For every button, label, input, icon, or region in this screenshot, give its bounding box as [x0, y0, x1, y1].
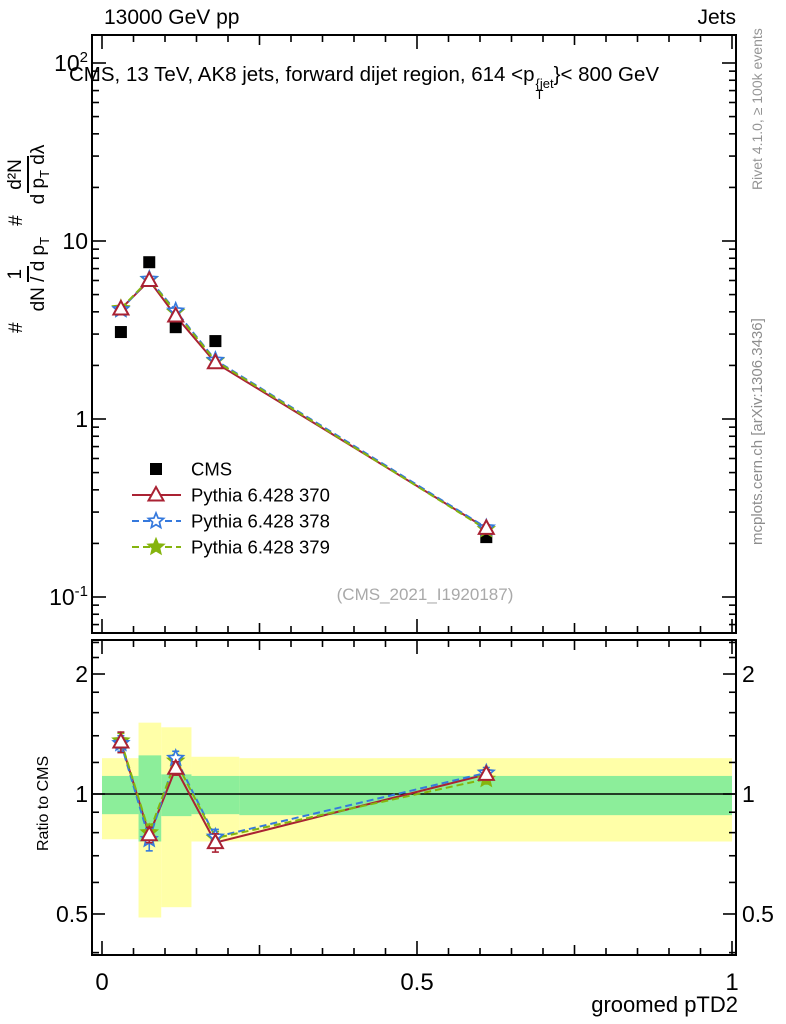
marker-square: [169, 321, 182, 334]
legend-entry-pythia-6-428-370: Pythia 6.428 370: [132, 485, 330, 506]
mcplots-arxiv-note: mcplots.cern.ch [arXiv:1306.3436]: [749, 318, 766, 545]
legend-label: Pythia 6.428 378: [191, 511, 330, 532]
marker-triangle: [166, 305, 185, 323]
ratio-points-pythia-6-428-370: [111, 731, 496, 853]
main-y-tick-label: 10: [62, 228, 88, 254]
tick-labels: 102 10 1 10-1 2 2 1 1 0.5 0.5 0 0.5 1: [49, 49, 774, 996]
ratio-line-pythia-6-428-378: [119, 743, 487, 843]
ratio-y-tick-label-left: 0.5: [56, 901, 88, 927]
band-green: [191, 775, 240, 815]
marker-triangle: [206, 352, 225, 370]
marker-square: [209, 335, 222, 348]
process-label: Jets: [697, 6, 736, 29]
legend-entry-pythia-6-428-379: Pythia 6.428 379: [132, 537, 330, 558]
uncertainty-bands: [92, 722, 736, 918]
marker-triangle: [140, 270, 159, 287]
main-y-tick-label: 10-1: [49, 583, 88, 610]
marker-square: [114, 326, 127, 339]
legend: CMS Pythia 6.428 370 Pythia 6.428 378 Pythi…: [132, 459, 330, 558]
beam-energy-label: 13000 GeV pp: [104, 6, 240, 29]
marker-triangle: [111, 731, 131, 749]
marker-triangle: [166, 758, 185, 775]
marker-star: [146, 510, 166, 530]
x-tick-label: 0.5: [400, 969, 433, 996]
main-y-tick-label: 102: [54, 49, 88, 76]
legend-label: Pythia 6.428 370: [191, 485, 330, 506]
marker-triangle: [477, 518, 496, 535]
plot-title-supsub: {jet T: [535, 76, 554, 102]
marker-triangle: [477, 764, 496, 781]
y-axis-label: # 1 dN / d pT # d²N d pT dλ: [5, 35, 64, 333]
marker-triangle: [146, 484, 166, 502]
legend-label: CMS: [191, 459, 232, 480]
plot-title-tail: }< 800 GeV: [553, 63, 660, 86]
main-y-tick-label: 1: [75, 406, 88, 432]
marker-star: [146, 536, 166, 556]
legend-entry-pythia-6-428-378: Pythia 6.428 378: [132, 511, 330, 532]
legend-label: Pythia 6.428 379: [191, 537, 330, 558]
marker-square: [150, 463, 162, 475]
ratio-y-tick-label-left: 2: [75, 661, 88, 687]
axis-ticks: [92, 35, 736, 955]
legend-entry-cms: CMS: [150, 459, 232, 480]
x-tick-label: 1: [725, 969, 738, 996]
y-label-frac2: d²N d pT dλ: [5, 144, 52, 205]
marker-triangle: [140, 824, 159, 842]
y-label-hash1: #: [6, 322, 27, 333]
marker-square: [143, 256, 156, 269]
main-panel-frame: [91, 34, 737, 634]
main-points-cms: [114, 256, 493, 544]
ratio-axis-label: Ratio to CMS: [35, 755, 52, 851]
x-axis-label: groomed pTD2: [591, 992, 738, 1017]
marker-triangle: [111, 298, 131, 316]
main-points-pythia-6-428-370: [111, 270, 496, 535]
plot-title: CMS, 13 TeV, AK8 jets, forward dijet reg…: [69, 63, 660, 102]
ratio-panel-frame: [91, 639, 737, 956]
y-label-hash2: #: [6, 215, 27, 226]
ratio-y-tick-label-right: 1: [742, 781, 755, 807]
plot-title-text: CMS, 13 TeV, AK8 jets, forward dijet reg…: [69, 63, 535, 86]
x-tick-label: 0: [95, 969, 108, 996]
ratio-y-tick-label-right: 2: [742, 661, 755, 687]
watermark: (CMS_2021_I1920187): [336, 585, 514, 604]
rivet-version-note: Rivet 4.1.0, ≥ 100k events: [749, 28, 765, 190]
marker-triangle: [206, 832, 225, 850]
ratio-y-tick-label-left: 1: [75, 781, 88, 807]
y-label-frac1: 1 dN / d pT: [5, 236, 52, 312]
ratio-y-tick-label-right: 0.5: [742, 901, 774, 927]
